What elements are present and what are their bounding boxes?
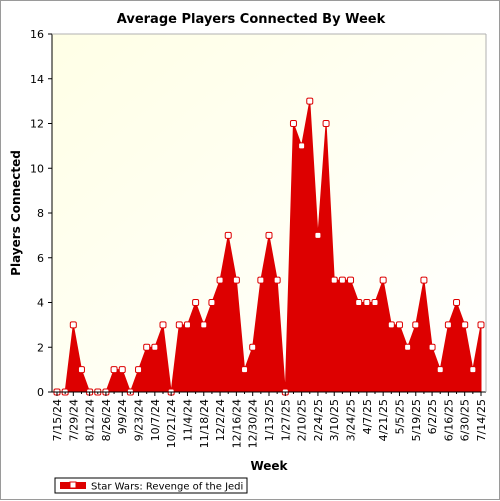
- x-tick-label: 7/15/24: [51, 399, 64, 441]
- data-point: [200, 321, 208, 329]
- data-point: [249, 343, 257, 351]
- data-point: [118, 366, 126, 374]
- x-tick-label: 4/7/25: [361, 399, 374, 434]
- data-point: [143, 343, 151, 351]
- legend-entry: Star Wars: Revenge of the Jedi: [91, 482, 243, 493]
- data-point: [175, 321, 183, 329]
- x-tick-label: 7/14/25: [475, 399, 488, 441]
- x-tick-label: 12/2/24: [214, 399, 227, 441]
- legend-box: [54, 477, 248, 494]
- y-tick-label: 6: [37, 252, 44, 265]
- x-tick-label: 10/7/24: [149, 399, 162, 441]
- data-point: [338, 276, 346, 284]
- data-point: [151, 343, 159, 351]
- data-point: [436, 366, 444, 374]
- data-point: [241, 366, 249, 374]
- y-ticks: 0 2 4 6 8 10 12 14 16: [30, 28, 52, 399]
- data-point: [306, 97, 314, 105]
- data-point: [159, 321, 167, 329]
- data-point: [371, 299, 379, 306]
- data-point: [322, 120, 330, 127]
- y-tick-label: 2: [37, 341, 44, 354]
- x-tick-label: 12/16/24: [230, 399, 243, 448]
- x-tick-label: 11/4/24: [181, 399, 194, 441]
- x-tick-label: 5/5/25: [393, 399, 406, 434]
- data-point: [379, 276, 387, 284]
- x-tick-label: 2/24/25: [312, 399, 325, 441]
- data-point: [428, 343, 436, 351]
- y-tick-label: 10: [30, 162, 44, 175]
- data-point: [265, 231, 273, 239]
- data-point: [387, 321, 395, 329]
- data-point: [444, 321, 452, 329]
- data-point: [412, 321, 420, 329]
- data-point: [208, 299, 216, 306]
- x-tick-label: 8/26/24: [100, 399, 113, 441]
- y-tick-label: 12: [30, 118, 44, 131]
- x-tick-label: 7/29/24: [67, 399, 80, 441]
- data-point: [347, 276, 355, 284]
- data-point: [298, 142, 306, 150]
- data-point: [355, 299, 363, 306]
- data-point: [314, 231, 322, 239]
- data-point: [330, 276, 338, 284]
- x-tick-label: 9/9/24: [116, 399, 129, 434]
- legend: Star Wars: Revenge of the Jedi: [54, 477, 248, 494]
- data-point: [461, 321, 469, 329]
- data-point: [273, 276, 281, 284]
- data-point: [257, 276, 265, 284]
- x-tick-label: 10/21/24: [165, 399, 178, 448]
- x-tick-label: 3/10/25: [328, 399, 341, 441]
- x-tick-label: 4/21/25: [377, 399, 390, 441]
- data-point: [453, 299, 461, 306]
- x-tick-label: 6/30/25: [459, 399, 472, 441]
- x-ticks: 7/15/24 7/29/24 8/12/24 8/26/24 9/9/24 9/23/2…: [51, 392, 488, 448]
- y-axis-label: Players Connected: [9, 150, 23, 276]
- y-tick-label: 0: [37, 386, 44, 399]
- x-tick-label: 3/24/25: [345, 399, 358, 441]
- data-point: [69, 321, 77, 329]
- x-tick-label: 2/10/25: [296, 399, 309, 441]
- data-point: [135, 366, 143, 374]
- data-point: [224, 231, 232, 239]
- x-tick-label: 12/30/24: [247, 399, 260, 448]
- data-point: [395, 321, 403, 329]
- data-point: [289, 120, 297, 127]
- x-tick-label: 8/12/24: [84, 399, 97, 441]
- x-tick-label: 6/16/25: [442, 399, 455, 441]
- x-tick-label: 9/23/24: [133, 399, 146, 441]
- y-tick-label: 14: [30, 73, 44, 86]
- x-tick-label: 5/19/25: [410, 399, 423, 441]
- data-point: [363, 299, 371, 306]
- x-tick-label: 6/2/25: [426, 399, 439, 434]
- x-tick-label: 1/27/25: [279, 399, 292, 441]
- data-point: [232, 276, 240, 284]
- data-point: [216, 276, 224, 284]
- y-tick-label: 8: [37, 207, 44, 220]
- x-tick-label: 1/13/25: [263, 399, 276, 441]
- data-point: [477, 321, 485, 329]
- data-point: [192, 299, 200, 306]
- data-point: [420, 276, 428, 284]
- x-tick-label: 11/18/24: [198, 399, 211, 448]
- x-axis-label: Week: [250, 459, 288, 473]
- chart-title: Average Players Connected By Week: [117, 12, 386, 27]
- data-point: [404, 343, 412, 351]
- data-point: [110, 366, 118, 374]
- data-point: [77, 366, 85, 374]
- data-point: [183, 321, 191, 329]
- y-tick-label: 16: [30, 28, 44, 41]
- data-point: [469, 366, 477, 374]
- y-tick-label: 4: [37, 297, 44, 310]
- legend-marker: [69, 481, 77, 489]
